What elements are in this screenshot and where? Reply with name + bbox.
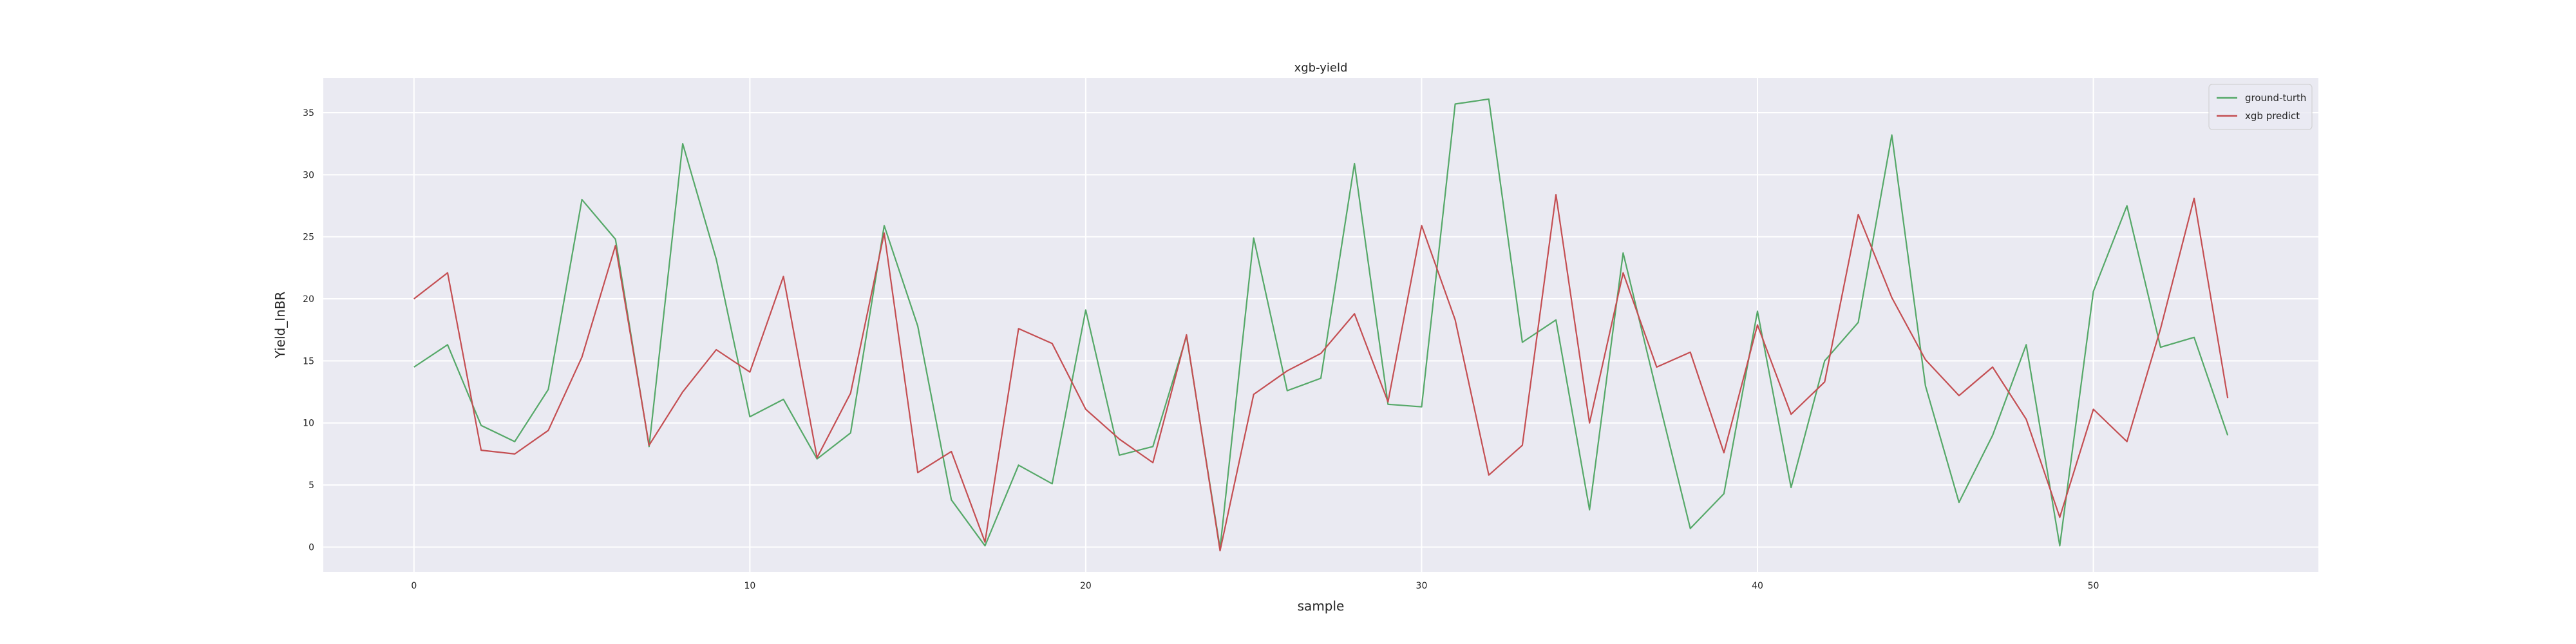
- y-tick-label: 25: [303, 232, 314, 243]
- legend-label-ground-turth: ground-turth: [2245, 92, 2306, 104]
- y-tick-label: 30: [303, 170, 314, 180]
- y-tick-label: 5: [308, 480, 314, 491]
- series-line-xgb-predict: [413, 194, 2229, 552]
- legend-box: [2208, 84, 2313, 130]
- plot-area: [323, 78, 2318, 572]
- legend: ground-turth xgb predict: [2208, 84, 2313, 130]
- x-tick-label: 30: [1416, 581, 1428, 591]
- series-line-ground-turth: [413, 98, 2229, 549]
- x-tick-labels: 0 10 20 30 40 50: [411, 581, 2099, 591]
- series-lines: [413, 98, 2229, 552]
- y-tick-label: 0: [308, 542, 314, 553]
- x-tick-label: 20: [1080, 581, 1092, 591]
- y-axis-label: Yield_InBR: [272, 291, 288, 359]
- x-tick-label: 40: [1752, 581, 1763, 591]
- x-tick-label: 0: [411, 581, 417, 591]
- y-tick-label: 20: [303, 294, 314, 305]
- legend-label-xgb-predict: xgb predict: [2245, 110, 2300, 122]
- x-tick-label: 10: [744, 581, 755, 591]
- gridlines: [323, 78, 2318, 572]
- x-tick-label: 50: [2088, 581, 2099, 591]
- y-tick-label: 10: [303, 419, 314, 429]
- y-tick-label: 35: [303, 108, 314, 118]
- y-tick-label: 15: [303, 356, 314, 366]
- x-axis-label: sample: [1298, 598, 1345, 614]
- chart-title: xgb-yield: [1294, 61, 1348, 75]
- y-tick-labels: 0 5 10 15 20 25 30 35: [303, 108, 314, 553]
